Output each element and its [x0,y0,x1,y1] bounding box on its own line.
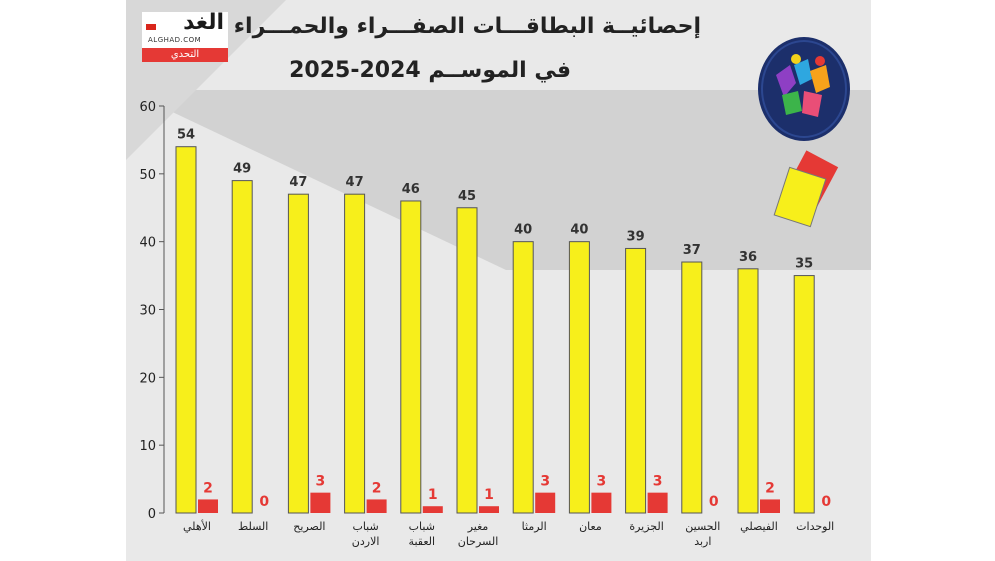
red-value-label: 3 [540,474,550,490]
red-card-bar [422,506,443,513]
red-value-label: 0 [709,494,719,510]
red-card-bar [591,492,612,513]
category-label: الصريح [293,520,325,533]
yellow-value-label: 47 [346,175,364,190]
category-label-line: الصريح [293,520,325,533]
category-label-line: معان [579,520,602,533]
red-value-label: 3 [597,474,607,490]
category-label-line: الجزيرة [629,520,663,533]
red-value-label: 2 [372,480,382,496]
logo-name: الغد [183,10,224,35]
yellow-card-bar [231,180,253,514]
red-card-bar [760,499,780,513]
yellow-card-bar [793,275,815,514]
category-label-line: الوحدات [796,520,834,533]
category-label: الوحدات [796,520,834,533]
yellow-card-bar [344,193,366,514]
category-labels: الأهلي السلط الصريح شباب الاردن شباب العقبة مغي… [183,519,834,548]
yellow-value-label: 49 [233,162,251,177]
red-value-label: 2 [203,480,213,496]
y-tick-label: 30 [139,304,156,319]
logo-tag: التحدي [142,48,228,62]
chart-canvas: الغد ALGHAD.COM التحدي إحصائيــة البطاقـ… [126,0,871,561]
category-label: السلط [238,520,268,533]
logo-mark-icon [146,24,156,30]
chart-title: إحصائيــة البطاقـــات الصفـــراء والحمــ… [233,14,701,39]
yellow-card-bar [568,241,590,514]
category-label: شباب الاردن [352,520,380,548]
red-card-bar [366,499,387,513]
yellow-value-label: 36 [739,250,757,265]
category-label-line: العقبة [409,535,436,548]
category-label: مغير السرحان [458,520,499,548]
newspaper-logo: الغد ALGHAD.COM التحدي [142,10,228,62]
category-label: الأهلي [183,519,211,533]
y-tick-label: 0 [148,507,156,522]
yellow-card-bar [400,200,422,514]
red-card-bar [479,506,499,513]
yellow-value-label: 54 [177,128,195,143]
logo-domain: ALGHAD.COM [148,36,202,44]
red-value-label: 0 [259,494,269,510]
y-tick-label: 50 [139,168,156,183]
category-label-line: الرمثا [522,520,547,533]
y-tick-label: 20 [139,371,156,386]
yellow-value-label: 39 [627,229,645,244]
category-label-line: الاردن [352,535,380,548]
yellow-card-bar [625,247,647,514]
red-value-label: 2 [765,480,775,496]
yellow-card-bar [287,193,309,514]
category-label-line: السلط [238,520,268,533]
yellow-value-label: 40 [570,223,588,238]
league-emblem-icon [758,37,850,141]
red-value-label: 0 [821,494,831,510]
category-label-line: شباب [352,520,378,533]
category-label: الجزيرة [629,520,663,533]
red-value-label: 3 [316,474,326,490]
category-label-line: مغير [467,520,489,533]
yellow-red-cards-icon [773,150,839,228]
yellow-value-label: 35 [795,257,813,272]
red-card-bar [198,499,218,513]
yellow-card-bar [175,146,197,514]
data-labels: 54 2 49 0 47 3 47 2 46 1 45 1 40 3 40 3 39 3 37 0 36 2 35 0 [177,128,831,510]
category-label-line: الأهلي [183,519,211,533]
logo-box [142,12,228,48]
yellow-card-bar [737,268,759,514]
category-label: الحسين اربد [685,520,720,548]
red-value-label: 1 [428,487,438,503]
yellow-card-bar [456,207,478,514]
y-tick-label: 40 [139,236,156,251]
chart-subtitle: في الموســم 2024-2025 [289,58,571,83]
yellow-card-bar [512,241,534,514]
category-label-line: اربد [694,535,711,548]
category-label-line: السرحان [458,535,499,548]
category-label: معان [579,520,602,533]
category-label-line: شباب [409,520,435,533]
category-label: الرمثا [522,520,547,533]
red-card-bar [310,492,331,513]
bars [175,146,815,514]
red-value-label: 3 [653,474,663,490]
category-label: الفيصلي [740,520,778,533]
category-label: شباب العقبة [409,520,436,548]
y-tick-label: 60 [139,100,156,115]
red-card-bar [535,492,556,513]
yellow-value-label: 40 [514,223,532,238]
category-label-line: الحسين [685,520,720,533]
yellow-value-label: 47 [289,175,307,190]
red-card-bar [647,492,668,513]
category-label-line: الفيصلي [740,520,778,533]
yellow-value-label: 37 [683,243,701,258]
y-tick-label: 10 [139,439,156,454]
yellow-value-label: 45 [458,189,476,204]
yellow-value-label: 46 [402,182,420,197]
yellow-card-bar [681,261,703,514]
red-value-label: 1 [484,487,494,503]
y-axis: 0 10 20 30 40 50 60 [139,100,165,522]
